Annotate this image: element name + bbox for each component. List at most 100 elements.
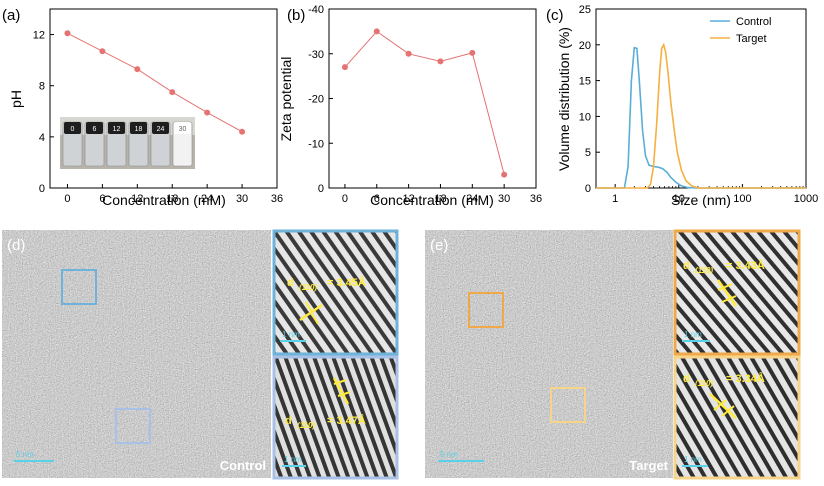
ph-xtick-label: 0	[64, 193, 70, 205]
ph-xtick-label: 6	[99, 193, 105, 205]
d-label-e1: d	[683, 260, 690, 272]
tem-target-image	[425, 230, 673, 478]
d-sub-e1: (110)	[695, 266, 713, 275]
d-sub-d1: (110)	[299, 283, 317, 292]
target-series-line	[596, 42, 806, 189]
zeta-ytick-label: -30	[308, 49, 324, 61]
scalebar-e1-label: 1 nm	[684, 330, 702, 339]
roi-box-upper-e	[468, 292, 504, 328]
size-xtick-label: 100	[733, 193, 751, 205]
ph-xlabel: Concentration (mM)	[102, 192, 226, 208]
zeta-xtick-label: 0	[342, 193, 348, 205]
ph-point	[134, 66, 141, 73]
vial-cap	[152, 122, 169, 134]
fringe-marker-e1	[716, 279, 738, 307]
ph-series-line	[67, 32, 243, 133]
ph-ytick-label: 8	[39, 81, 45, 93]
ph-point	[64, 30, 71, 37]
ph-xtick-label: 30	[236, 193, 248, 205]
zeta-ytick-label: 0	[318, 183, 324, 195]
d-sub-d2: (110)	[297, 421, 315, 430]
d-value-e2: = 3.34Å	[726, 372, 765, 385]
size-ytick-label: 20	[579, 40, 591, 52]
hrtem-inset-control-upper	[272, 229, 399, 356]
ph-point	[169, 89, 176, 96]
vial-label: 30	[179, 126, 187, 133]
tem-control-image	[2, 230, 271, 478]
zeta-ytick-label: -40	[308, 4, 324, 16]
d-value-d2: = 3.47Å	[327, 414, 366, 427]
ph-ytick-label: 0	[39, 183, 45, 195]
tem-control-caption: Control	[220, 458, 266, 473]
hrtem-inset-target-lower	[673, 355, 801, 480]
legend-label-target: Target	[736, 33, 767, 45]
zeta-xtick-label: 18	[434, 193, 446, 205]
ph-xtick-label: 36	[271, 193, 283, 205]
zeta-ylabel: Zeta potential	[278, 57, 294, 142]
ph-ytick-label: 12	[33, 30, 45, 42]
size-xlabel: Size (nm)	[671, 192, 731, 208]
ph-plot-frame	[49, 8, 278, 189]
hrtem-inset-target-upper	[673, 229, 801, 356]
zeta-point	[405, 50, 412, 57]
scalebar-main-e-label: 5 nm	[440, 450, 458, 459]
ph-ytick-label: 4	[39, 132, 45, 144]
tem-target-panel: (e) 5 nm Target d (110) = 3.43Å 1 nm d (…	[425, 229, 801, 480]
vial-label: 12	[113, 126, 121, 133]
vial-cap	[174, 122, 191, 134]
panel-label-b: (b)	[287, 7, 305, 24]
size-plot-frame	[595, 8, 807, 189]
zeta-xtick-label: 12	[402, 193, 414, 205]
vial-label: 24	[157, 126, 165, 133]
panel-label-a: (a)	[2, 7, 20, 24]
tem-target-caption: Target	[629, 458, 668, 473]
zeta-point	[501, 171, 508, 178]
vial-cap	[64, 122, 81, 134]
zeta-xtick-label: 36	[530, 193, 542, 205]
roi-box-lower	[115, 408, 151, 444]
fringe-marker-d1	[299, 303, 323, 322]
panel-label-c: (c)	[546, 7, 564, 24]
zeta-plot-frame	[328, 8, 537, 189]
zeta-point	[373, 28, 380, 35]
zeta-ytick-label: -20	[308, 94, 324, 106]
zeta-point	[341, 64, 348, 71]
d-sub-e2: (110)	[695, 379, 713, 388]
zeta-chart: (b) 0 6 12 18 24 30 36 0 -10 -20 -30 -40 Concentrat…	[278, 4, 542, 208]
panel-label-d: (d)	[7, 237, 25, 254]
size-ylabel: Volume distribution (%)	[556, 27, 572, 171]
vial-cap	[130, 122, 147, 134]
scalebar-main-d-label: 5 nm	[16, 450, 34, 459]
size-xtick-label: 10	[673, 193, 685, 205]
size-ytick-label: 15	[579, 76, 591, 88]
vial-label: 6	[93, 126, 97, 133]
fringe-marker-e2	[709, 393, 737, 419]
zeta-xlabel: Concentration (mM)	[370, 192, 494, 208]
ph-xtick-label: 12	[131, 193, 143, 205]
zeta-xtick-label: 24	[466, 193, 478, 205]
ph-point	[99, 48, 106, 55]
vial-cap	[86, 122, 103, 134]
size-xtick-label: 1000	[794, 193, 818, 205]
zeta-point	[469, 49, 476, 56]
zeta-point	[437, 58, 444, 65]
scalebar-e2-label: 1 nm	[684, 455, 702, 464]
ph-point	[239, 128, 246, 135]
ph-ylabel: pH	[8, 90, 24, 108]
d-label-e2: d	[683, 373, 690, 385]
d-value-e1: = 3.43Å	[726, 259, 765, 272]
d-label-d1: d	[287, 277, 294, 289]
ph-xtick-label: 18	[166, 193, 178, 205]
size-ytick-label: 25	[579, 4, 591, 16]
vial-cap	[108, 122, 125, 134]
scalebar-d2-label: 1 nm	[284, 455, 302, 464]
vial-label: 18	[135, 126, 143, 133]
d-label-d2: d	[285, 415, 292, 427]
size-ytick-label: 10	[579, 111, 591, 123]
zeta-xtick-label: 6	[374, 193, 380, 205]
size-xtick-label: 1	[612, 193, 618, 205]
vial-label: 0	[71, 126, 75, 133]
d-value-d1: = 3.45Å	[327, 276, 366, 289]
